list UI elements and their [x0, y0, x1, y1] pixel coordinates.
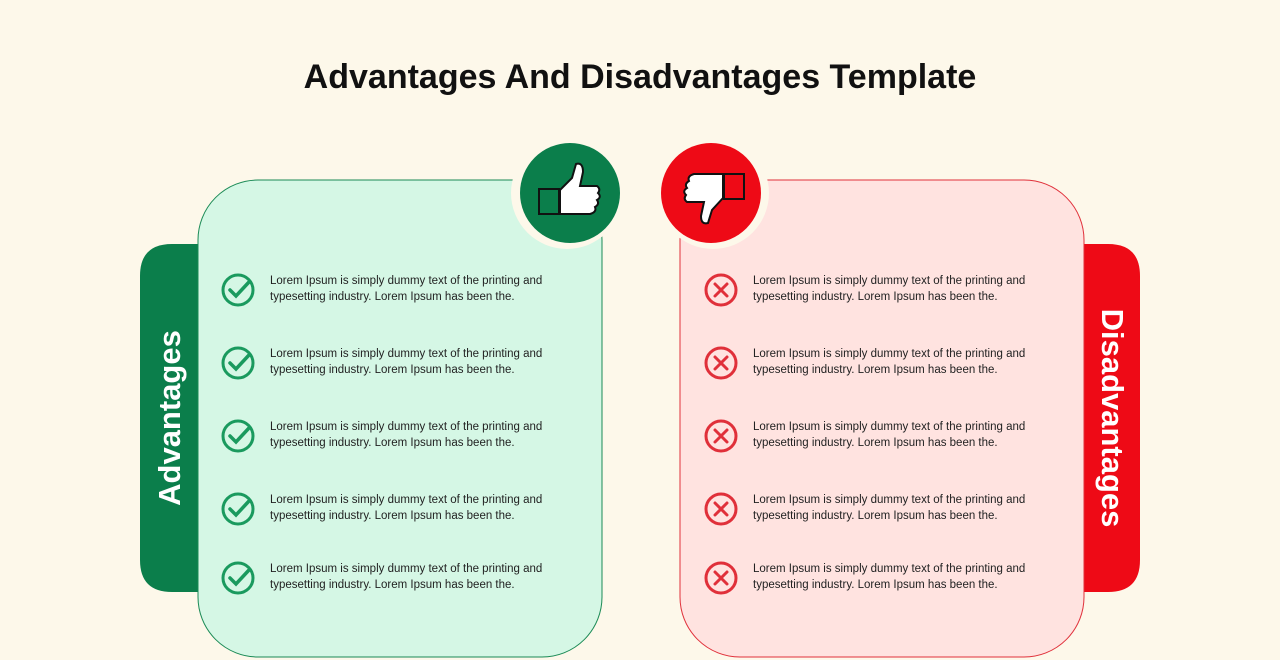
thumbs-down-icon: [683, 173, 745, 225]
advantages-label: Advantages: [152, 330, 187, 506]
cross-icon: [704, 273, 738, 307]
cross-icon: [704, 346, 738, 380]
cross-mark: [713, 282, 729, 298]
check-icon: [221, 492, 255, 526]
icon-circle: [221, 419, 255, 453]
item-text: Lorem Ipsum is simply dummy text of the …: [753, 348, 1026, 376]
cross-icon: [704, 492, 738, 526]
item-text: Lorem Ipsum is simply dummy text of the …: [753, 275, 1026, 303]
disadvantages-card: [679, 179, 1085, 658]
icon-circle: [704, 273, 738, 307]
check-mark: [228, 499, 251, 518]
item-text: Lorem Ipsum is simply dummy text of the …: [753, 421, 1026, 449]
item-text: Lorem Ipsum is simply dummy text of the …: [270, 421, 543, 449]
title: Advantages And Disadvantages Template: [303, 58, 977, 96]
icon-circle: [704, 419, 738, 453]
icon-circle: [221, 492, 255, 526]
check-icon: [221, 561, 255, 595]
icon-circle: [221, 273, 255, 307]
disadvantages-tab: [1082, 244, 1140, 592]
item-text: Lorem Ipsum is simply dummy text of the …: [270, 348, 543, 376]
check-icon: [221, 346, 255, 380]
icon-circle: [221, 346, 255, 380]
check-icon: [221, 273, 255, 307]
icon-circle: [221, 561, 255, 595]
cross-icon: [704, 419, 738, 453]
icon-circle: [704, 492, 738, 526]
item-text: Lorem Ipsum is simply dummy text of the …: [270, 563, 543, 591]
advantages-tab: [140, 244, 200, 592]
check-mark: [228, 280, 251, 299]
check-mark: [228, 426, 251, 445]
check-mark: [228, 568, 251, 587]
check-mark: [228, 353, 251, 372]
advantages-card: [197, 179, 603, 658]
item-text: Lorem Ipsum is simply dummy text of the …: [753, 563, 1026, 591]
icon-circle: [704, 561, 738, 595]
check-icon: [221, 419, 255, 453]
cross-mark: [713, 355, 729, 371]
icon-circle: [704, 346, 738, 380]
cross-icon: [704, 561, 738, 595]
item-text: Lorem Ipsum is simply dummy text of the …: [270, 494, 543, 522]
cross-mark: [713, 428, 729, 444]
cross-mark: [713, 501, 729, 517]
item-text: Lorem Ipsum is simply dummy text of the …: [753, 494, 1026, 522]
cross-mark: [713, 570, 729, 586]
thumbs-up-icon: [538, 162, 601, 215]
disadvantages-label: Disadvantages: [1095, 308, 1130, 528]
item-text: Lorem Ipsum is simply dummy text of the …: [270, 275, 543, 303]
